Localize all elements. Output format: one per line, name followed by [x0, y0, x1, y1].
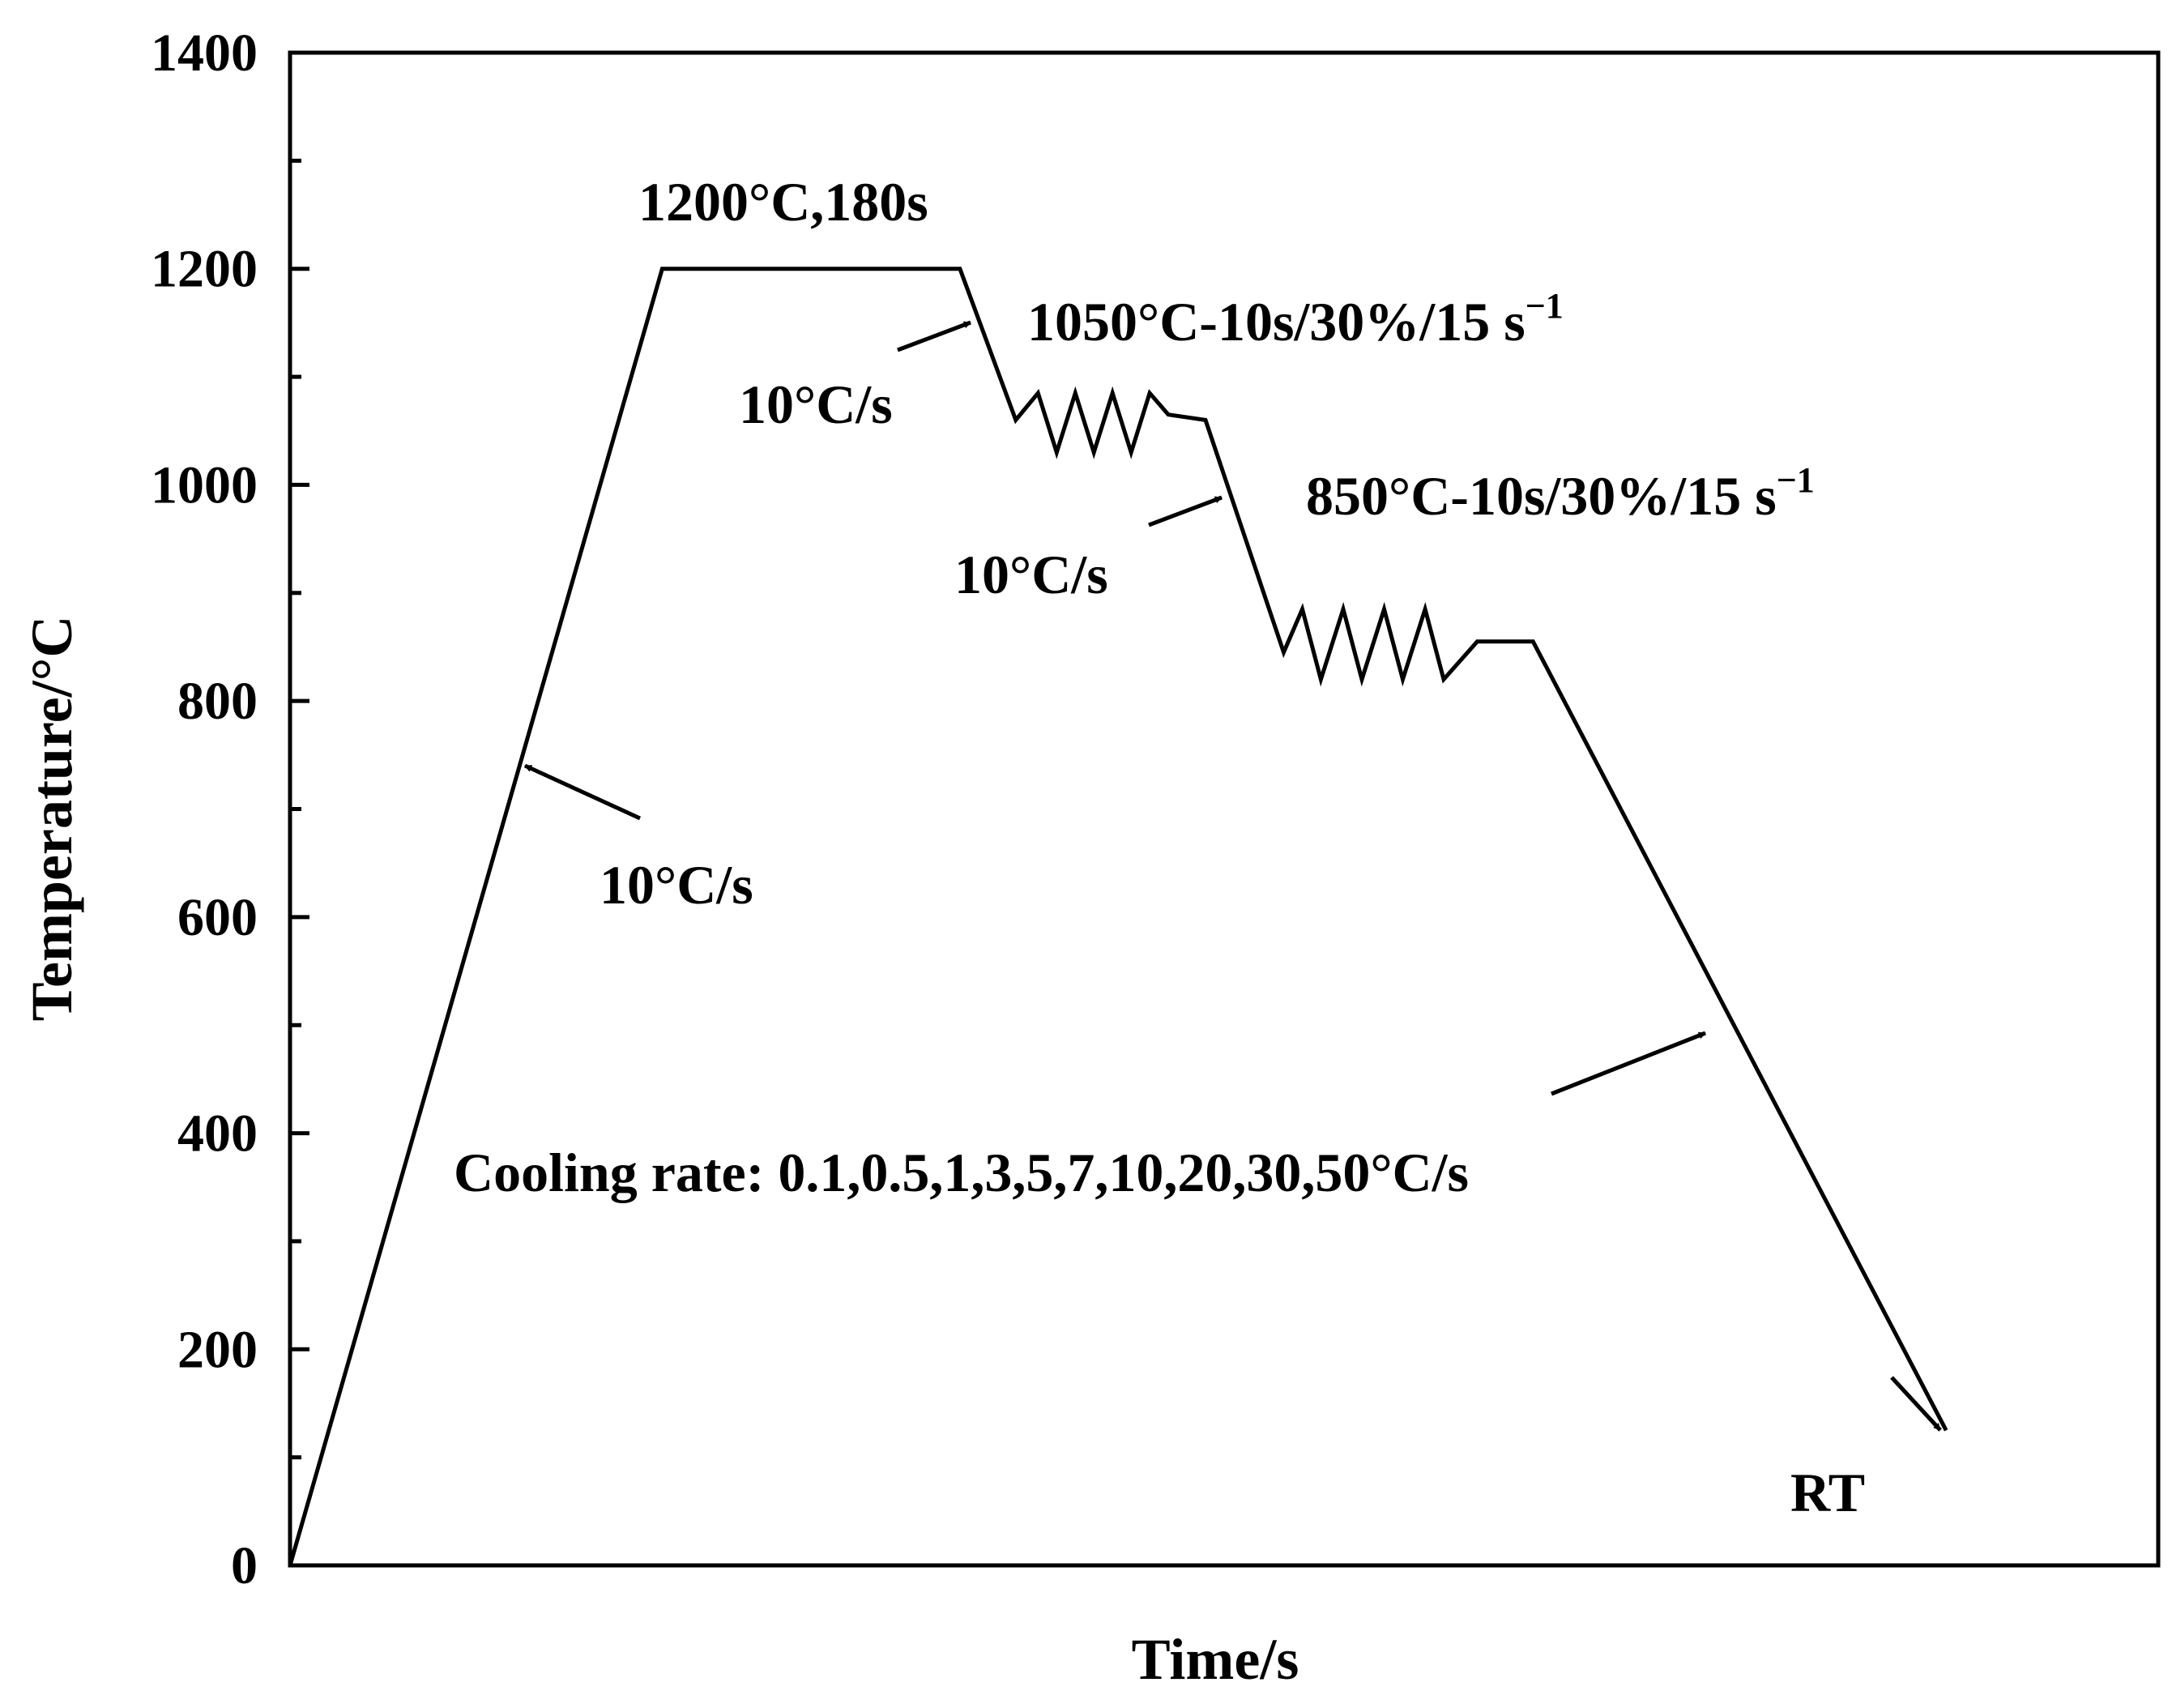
cooling-rate-arrow-1 [897, 320, 971, 352]
cooling-arrow-to-rt [1890, 1376, 1942, 1432]
annotation-cooling-rate-1: 10°C/s [739, 374, 893, 435]
heating-rate-arrow [523, 763, 642, 821]
annotation-cooling-rate-2: 10°C/s [954, 544, 1108, 605]
cooling-rate-arrow-2 [1148, 495, 1223, 527]
annotation-rt: RT [1790, 1462, 1865, 1523]
y-tick-label: 1000 [151, 455, 258, 515]
y-axis-title: Temperature/°C [19, 616, 84, 1022]
plot-frame [288, 50, 2161, 1568]
y-tick-label: 400 [177, 1104, 258, 1164]
y-tick-label: 1200 [151, 240, 258, 299]
annotation-cooling-rates: Cooling rate: 0.1,0.5,1,3,5,7,10,20,30,5… [454, 1142, 1469, 1203]
annotation-deformation-2: 850°C-10s/30%/15 s−1 [1306, 460, 1815, 527]
temperature-profile-line [288, 267, 1948, 1566]
y-axis-ticks [290, 50, 309, 1568]
y-tick-label: 0 [231, 1536, 258, 1595]
x-axis-title: Time/s [1132, 1627, 1299, 1692]
y-axis-tick-labels: 0 200 400 600 800 1000 1200 1400 [151, 23, 258, 1595]
y-tick-label: 800 [177, 672, 258, 731]
y-tick-label: 600 [177, 888, 258, 947]
annotation-soak: 1200°C,180s [638, 171, 928, 233]
annotation-heating-rate: 10°C/s [600, 854, 753, 916]
annotation-deformation-1: 1050°C-10s/30%/15 s−1 [1027, 286, 1564, 352]
y-tick-label: 1400 [151, 23, 258, 83]
cooling-rates-arrow [1551, 1031, 1706, 1096]
y-tick-label: 200 [177, 1320, 258, 1379]
